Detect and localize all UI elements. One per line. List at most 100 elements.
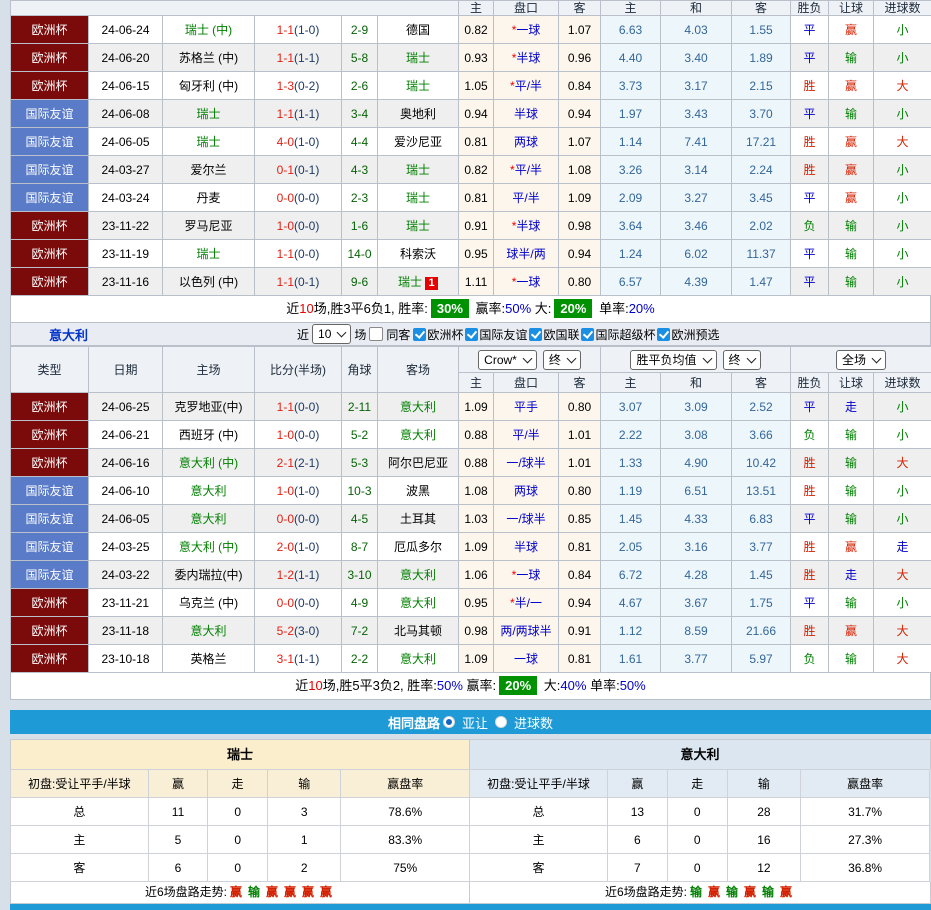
corner-cell: 5-3 [342,449,378,477]
stat-rate: 75% [341,854,470,882]
result-verdict: 胜 [791,617,829,645]
result-verdict: 平 [791,16,829,44]
score-cell: 1-0(0-0) [255,212,342,240]
odds-state-select[interactable]: 终 [543,350,581,370]
handicap-home-odds: 0.95 [459,589,494,617]
handicap-away-odds: 0.81 [559,645,601,673]
league-checkbox[interactable] [529,328,542,341]
date-cell: 24-06-16 [89,449,163,477]
match-row: 欧洲杯 24-06-24 瑞士 (中) 1-1(1-0) 2-9 德国 0.82… [11,16,931,44]
col-euro-away: 客 [732,373,791,393]
trend-glyph: 赢 [266,885,278,899]
col-type: 类型 [11,347,89,393]
stat-rate: 27.3% [801,826,930,854]
euro-state-select[interactable]: 终 [723,350,761,370]
col-handicap-result: 让球 [829,1,874,16]
match-row: 国际友谊 24-06-10 意大利 1-0(1-0) 10-3 波黑 1.08 … [11,477,931,505]
stat-col-rate: 赢盘率 [341,770,470,798]
result-verdict: 平 [791,393,829,421]
handicap-line: 平/半 [515,79,542,93]
euro-away-odds: 2.02 [732,212,791,240]
stat-push: 0 [208,826,268,854]
away-team: 瑞士 [406,79,430,93]
home-team: 以色列 (中) [179,275,238,289]
league-checkbox[interactable] [413,328,426,341]
handicap-away-odds: 1.07 [559,128,601,156]
league-filter-item: 欧国联 [529,326,579,343]
handicap-line-cell: 平/半 [494,184,559,212]
home-team: 爱尔兰 [190,163,226,177]
fulltime-score: 1-0 [277,219,294,233]
home-team-cell: 克罗地亚(中) [163,393,255,421]
handicap-line: 一球 [514,652,538,666]
handicap-home-odds: 1.08 [459,477,494,505]
asian-handicap-label: 亚让 [462,713,488,732]
trend-glyph: 赢 [708,885,720,899]
trend-glyph: 赢 [302,885,314,899]
handicap-line-cell: 半球 [494,100,559,128]
away-team-cell: 波黑 [378,477,459,505]
same-away-checkbox[interactable] [369,327,383,341]
league-checkbox[interactable] [581,328,594,341]
league-cell: 欧洲杯 [11,240,89,268]
scope-select[interactable]: 全场 [836,350,886,370]
handicap-line: 两球 [514,484,538,498]
euro-home-odds: 6.72 [601,561,661,589]
away-team: 意大利 [400,400,436,414]
home-team-cell: 意大利 [163,505,255,533]
stat-row: 总 11 0 3 78.6% [11,798,470,826]
score-cell: 3-1(1-1) [255,645,342,673]
summary-part: 40% [560,678,586,693]
corner-cell: 10-3 [342,477,378,505]
result-verdict: 胜 [791,128,829,156]
home-team-cell: 匈牙利 (中) [163,72,255,100]
stat-push: 0 [667,854,727,882]
euro-draw-odds: 3.08 [661,421,732,449]
euro-away-odds: 5.97 [732,645,791,673]
stat-row-label: 客 [470,854,608,882]
date-cell: 23-10-18 [89,645,163,673]
odds-source-select[interactable]: Crow* [478,350,537,370]
euro-away-odds: 10.42 [732,449,791,477]
handicap-line: 一球 [516,275,540,289]
handicap-line-cell: *半球 [494,212,559,240]
away-team: 阿尔巴尼亚 [388,456,448,470]
euro-away-odds: 11.37 [732,240,791,268]
handicap-line: 平/半 [512,191,539,205]
away-team: 土耳其 [400,512,436,526]
away-team-cell: 土耳其 [378,505,459,533]
home-team: 匈牙利 (中) [179,79,238,93]
col-handicap-line: 盘口 [494,1,559,16]
same-path-stats: 瑞士 初盘:受让平手/半球 赢 走 输 赢盘率 [10,739,931,904]
handicap-away-odds: 0.94 [559,100,601,128]
league-checkbox[interactable] [465,328,478,341]
handicap-verdict: 输 [829,240,874,268]
goals-verdict: 小 [874,268,931,296]
halftime-score: (1-1) [294,652,319,666]
recent-count-select[interactable]: 10 [312,324,351,344]
handicap-away-odds: 0.94 [559,240,601,268]
match-row: 欧洲杯 24-06-20 苏格兰 (中) 1-1(1-1) 5-8 瑞士 0.9… [11,44,931,72]
handicap-verdict: 输 [829,505,874,533]
score-cell: 1-1(1-1) [255,100,342,128]
italy-stat-block: 意大利 初盘:受让平手/半球 赢 走 输 赢盘率 [470,739,931,904]
league-cell: 国际友谊 [11,477,89,505]
score-cell: 2-0(1-0) [255,533,342,561]
col-date: 日期 [89,347,163,393]
league-checkbox[interactable] [657,328,670,341]
goals-verdict: 大 [874,617,931,645]
goals-radio[interactable] [495,716,507,728]
asian-handicap-radio[interactable] [443,716,455,728]
euro-home-odds: 2.09 [601,184,661,212]
euro-source-select[interactable]: 胜平负均值 [630,350,716,370]
summary-part: 20% [499,676,537,695]
stat-win: 13 [608,798,668,826]
stat-win: 5 [148,826,208,854]
euro-away-odds: 3.77 [732,533,791,561]
col-handicap-result: 让球 [829,373,874,393]
halftime-score: (1-0) [294,135,319,149]
goals-verdict: 小 [874,156,931,184]
stat-row-label: 主 [470,826,608,854]
handicap-line-cell: 平手 [494,393,559,421]
match-row: 欧洲杯 23-10-18 英格兰 3-1(1-1) 2-2 意大利 1.09 一… [11,645,931,673]
